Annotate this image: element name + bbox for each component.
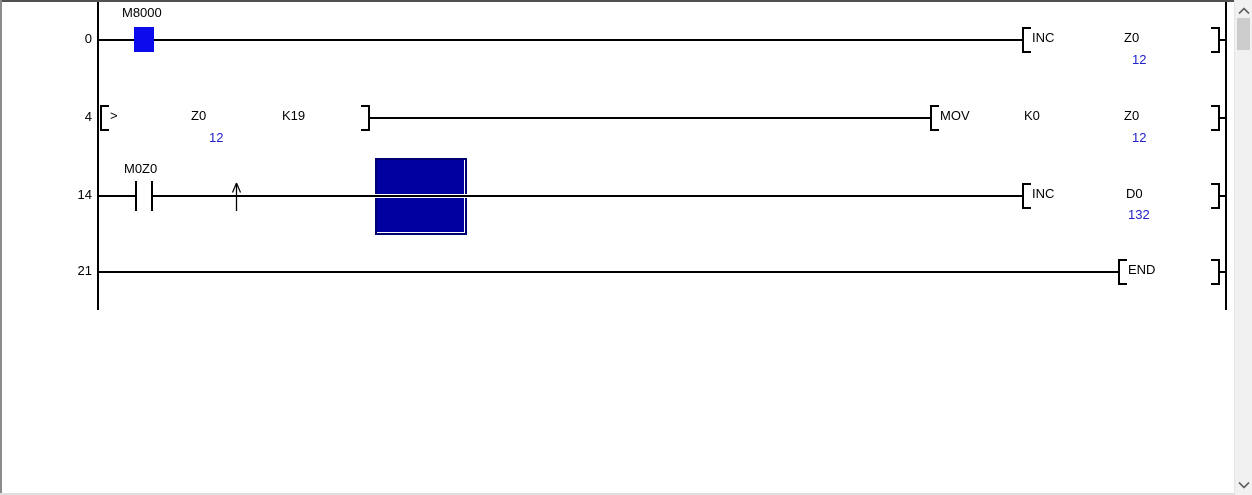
chevron-down-icon xyxy=(1237,481,1250,489)
instruction-bracket-left xyxy=(1118,259,1127,285)
monitor-value: 132 xyxy=(1128,207,1150,222)
rising-edge-arrow-icon[interactable] xyxy=(226,179,246,213)
selection-wire-highlight xyxy=(375,197,467,198)
instruction-bracket-left xyxy=(1022,27,1031,53)
monitor-value: 12 xyxy=(209,130,224,145)
chevron-up-icon xyxy=(1237,6,1250,14)
wire-segment xyxy=(1218,195,1225,197)
window-border-left xyxy=(0,0,2,495)
scroll-down-button[interactable] xyxy=(1235,476,1252,493)
instruction-mnemonic: INC xyxy=(1032,186,1055,201)
wire-segment xyxy=(368,117,930,119)
wire-segment xyxy=(99,195,135,197)
scroll-up-button[interactable] xyxy=(1235,2,1252,19)
wire-segment xyxy=(467,195,1022,197)
compare-operand-left: Z0 xyxy=(191,108,207,123)
instruction-dest: Z0 xyxy=(1124,108,1140,123)
compare-operator: > xyxy=(110,108,118,123)
instruction-bracket-left xyxy=(930,105,939,131)
window-border-bottom xyxy=(0,493,1252,495)
wire-segment xyxy=(153,195,375,197)
contact-bar xyxy=(135,181,137,211)
monitor-value: 12 xyxy=(1132,52,1147,67)
instruction-bracket-left xyxy=(100,105,109,131)
selection-wire-highlight xyxy=(375,194,467,195)
wire-segment xyxy=(99,271,1118,273)
compare-operand-right: K19 xyxy=(282,108,306,123)
wire-segment xyxy=(99,39,134,41)
wire-segment xyxy=(1218,39,1225,41)
energized-contact-m8000[interactable] xyxy=(134,27,154,52)
instruction-mnemonic: MOV xyxy=(940,108,970,123)
instruction-bracket-left xyxy=(1022,183,1031,209)
instruction-operand: D0 xyxy=(1126,186,1143,201)
wire-segment xyxy=(1218,117,1225,119)
step-number: 0 xyxy=(84,31,92,46)
wire-segment xyxy=(154,39,1022,41)
monitor-value: 12 xyxy=(1132,130,1147,145)
scrollbar-thumb[interactable] xyxy=(1237,18,1250,50)
instruction-operand: Z0 xyxy=(1124,30,1140,45)
step-number: 4 xyxy=(84,109,92,124)
power-rail-left xyxy=(97,2,99,310)
instruction-source: K0 xyxy=(1024,108,1040,123)
window-border-top xyxy=(0,0,1252,2)
contact-label: M8000 xyxy=(122,5,162,20)
wire-segment xyxy=(1218,271,1225,273)
contact-bar xyxy=(151,181,153,211)
instruction-mnemonic: END xyxy=(1128,262,1156,277)
power-rail-right xyxy=(1225,2,1227,310)
instruction-mnemonic: INC xyxy=(1032,30,1055,45)
selection-wire xyxy=(375,195,467,197)
contact-label: M0Z0 xyxy=(124,161,158,176)
vertical-scrollbar[interactable] xyxy=(1234,0,1252,495)
selection-cursor[interactable] xyxy=(375,158,467,235)
step-number: 21 xyxy=(77,263,92,278)
step-number: 14 xyxy=(77,187,92,202)
